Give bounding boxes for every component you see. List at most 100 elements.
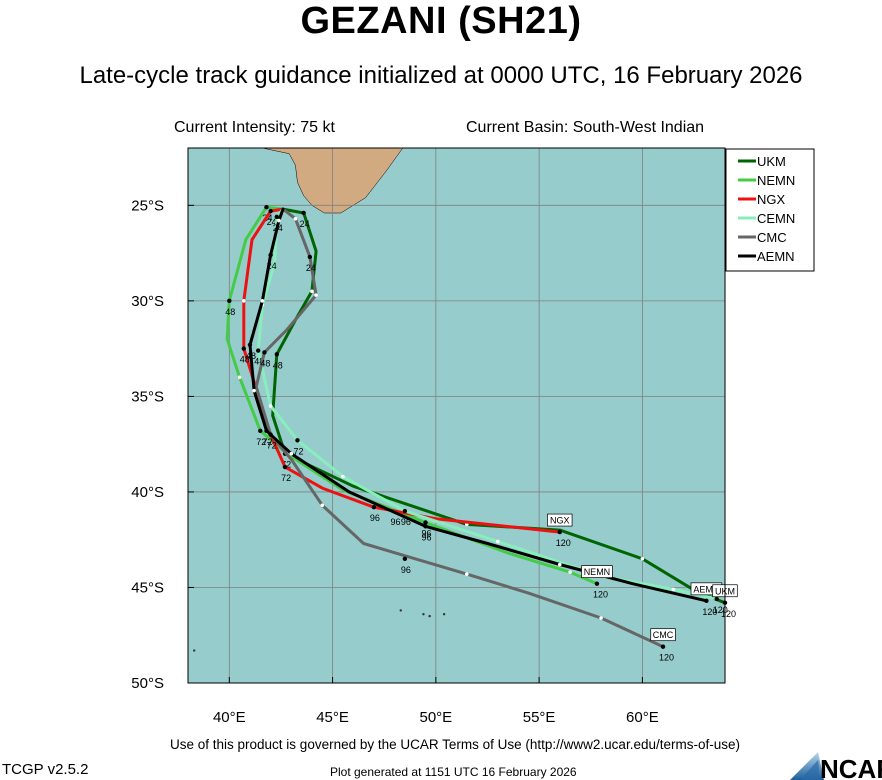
track-map: 24 48 72 96 120 24 48 72 96 120 24 48 72 96 120 24 48 72 9… xyxy=(131,147,815,726)
island-marker xyxy=(399,609,402,612)
plot-frame xyxy=(187,147,726,684)
track-point-cmc xyxy=(314,293,318,297)
forecast-hour-label-nemn: 120 xyxy=(593,590,608,600)
track-point-cemn xyxy=(268,404,273,408)
forecast-hour-label-cemn: 96 xyxy=(401,517,411,527)
endpoint-box-nemn: NEMN xyxy=(581,565,613,578)
forecast-marker-nemn xyxy=(264,205,269,210)
forecast-hour-label-ukm: 48 xyxy=(273,360,283,370)
forecast-marker-cmc xyxy=(262,350,267,355)
forecast-hour-label-aemn: 96 xyxy=(422,532,432,542)
x-tick-label: 40°E xyxy=(213,709,246,726)
legend: UKM NEMN NGX CEMN CMC AEMN xyxy=(725,148,815,272)
legend-label-aemn: AEMN xyxy=(757,249,795,264)
ocean-background xyxy=(188,148,725,683)
forecast-marker-cemn xyxy=(256,348,261,353)
forecast-marker-ukm xyxy=(301,210,306,216)
terms-notice: Use of this product is governed by the U… xyxy=(170,737,740,752)
track-point-cmc xyxy=(320,503,325,508)
forecast-hour-label-ngx: 72 xyxy=(281,473,291,483)
page-subtitle: Late-cycle track guidance initialized at… xyxy=(79,62,803,89)
forecast-hour-label-ukm: 72 xyxy=(281,460,291,470)
forecast-marker-nemn xyxy=(423,520,428,525)
track-line-ukm xyxy=(271,207,727,605)
endpoint-box-frame xyxy=(547,513,573,527)
plot-generated-text: Plot generated at 1151 UTC 16 February 2… xyxy=(330,765,577,779)
track-point-cmc xyxy=(465,572,469,576)
forecast-hour-label-cmc: 120 xyxy=(659,653,674,663)
forecast-hour-label-ngx: 24 xyxy=(267,217,277,227)
forecast-marker-cmc xyxy=(660,644,666,649)
current-intensity: Current Intensity: 75 kt xyxy=(174,119,335,136)
island-marker xyxy=(428,614,431,618)
endpoint-box-frame xyxy=(650,628,676,642)
ncar-logo-text: NCAR xyxy=(820,754,882,780)
forecast-marker-cemn xyxy=(295,438,300,443)
forecast-marker-cmc xyxy=(402,556,408,562)
track-point-aemn xyxy=(277,218,281,223)
endpoint-box-ngx: NGX xyxy=(547,513,573,527)
track-point-cemn xyxy=(341,474,345,479)
endpoint-box-label: CMC xyxy=(653,630,674,640)
forecast-hour-label-cemn: 48 xyxy=(254,357,264,367)
forecast-hour-label-nemn: 48 xyxy=(225,307,235,317)
forecast-hour-label-ukm: 24 xyxy=(300,219,310,229)
track-point-cmc xyxy=(293,216,298,221)
endpoint-box-label: NGX xyxy=(550,516,570,526)
endpoint-box-frame xyxy=(581,565,613,578)
forecast-hour-label-ngx: 96 xyxy=(370,513,380,523)
track-point-aemn xyxy=(252,388,256,393)
track-point-aemn xyxy=(557,562,562,567)
track-point-nemn xyxy=(237,375,242,380)
forecast-hour-label-cmc: 24 xyxy=(306,263,316,273)
forecast-marker-ukm xyxy=(274,352,280,357)
forecast-marker-ngx xyxy=(557,529,562,535)
forecast-hour-label-cemn: 72 xyxy=(293,446,303,456)
forecast-hour-label-aemn: 24 xyxy=(267,261,277,271)
forecast-hour-label-cmc: 96 xyxy=(401,565,411,575)
y-tick-label: 45°S xyxy=(131,579,164,596)
forecast-hour-label-nemn: 96 xyxy=(422,529,432,539)
track-point-cemn xyxy=(671,587,676,592)
track-point-ngx xyxy=(241,299,246,303)
map-axes: 40°E 45°E 50°E 55°E 60°E 25°S 30°S 35°S 40°S 45°S… xyxy=(131,147,726,726)
forecast-marker-ngx xyxy=(268,208,273,214)
map-plot-area: 24 48 72 96 120 24 48 72 96 120 24 48 72 96 120 24 48 72 9… xyxy=(188,147,738,683)
forecast-marker-cemn xyxy=(402,508,408,514)
ncar-logo: NCAR xyxy=(790,752,882,780)
forecast-marker-aemn xyxy=(423,524,428,529)
island-marker xyxy=(442,613,446,616)
forecast-marker-aemn xyxy=(704,598,709,604)
forecast-marker-nemn xyxy=(594,581,600,586)
track-point-ukm xyxy=(310,289,314,294)
legend-label-cmc: CMC xyxy=(757,230,787,245)
forecast-marker-nemn xyxy=(258,428,263,433)
track-point-cmc xyxy=(599,616,603,620)
legend-label-ukm: UKM xyxy=(757,154,786,169)
island-marker xyxy=(422,613,425,616)
forecast-marker-cmc xyxy=(307,254,313,260)
x-tick-label: 60°E xyxy=(626,709,659,726)
forecast-hour-label-aemn: 120 xyxy=(702,607,717,617)
legend-label-nemn: NEMN xyxy=(757,173,795,188)
y-tick-label: 35°S xyxy=(131,388,164,405)
track-point-aemn xyxy=(260,299,265,303)
forecast-hour-label-cemn: 120 xyxy=(713,605,728,615)
forecast-marker-ngx xyxy=(282,464,288,470)
page-title: GEZANI (SH21) xyxy=(300,0,582,42)
forecast-marker-ngx xyxy=(371,505,377,510)
forecast-marker-cemn xyxy=(714,596,719,602)
track-point-aemn xyxy=(289,451,294,456)
version-label: TCGP v2.5.2 xyxy=(2,761,89,778)
forecast-marker-cemn xyxy=(274,214,280,219)
island-marker xyxy=(192,649,196,652)
forecast-marker-ngx xyxy=(241,346,246,351)
y-tick-label: 30°S xyxy=(131,293,164,310)
forecast-marker-aemn xyxy=(247,342,253,348)
y-tick-label: 25°S xyxy=(131,197,164,214)
y-tick-label: 50°S xyxy=(131,675,164,692)
legend-box xyxy=(725,148,815,272)
forecast-hour-label-cmc: 72 xyxy=(267,441,277,451)
forecast-hour-label-ukm: 120 xyxy=(721,609,736,619)
x-tick-label: 50°E xyxy=(419,709,452,726)
